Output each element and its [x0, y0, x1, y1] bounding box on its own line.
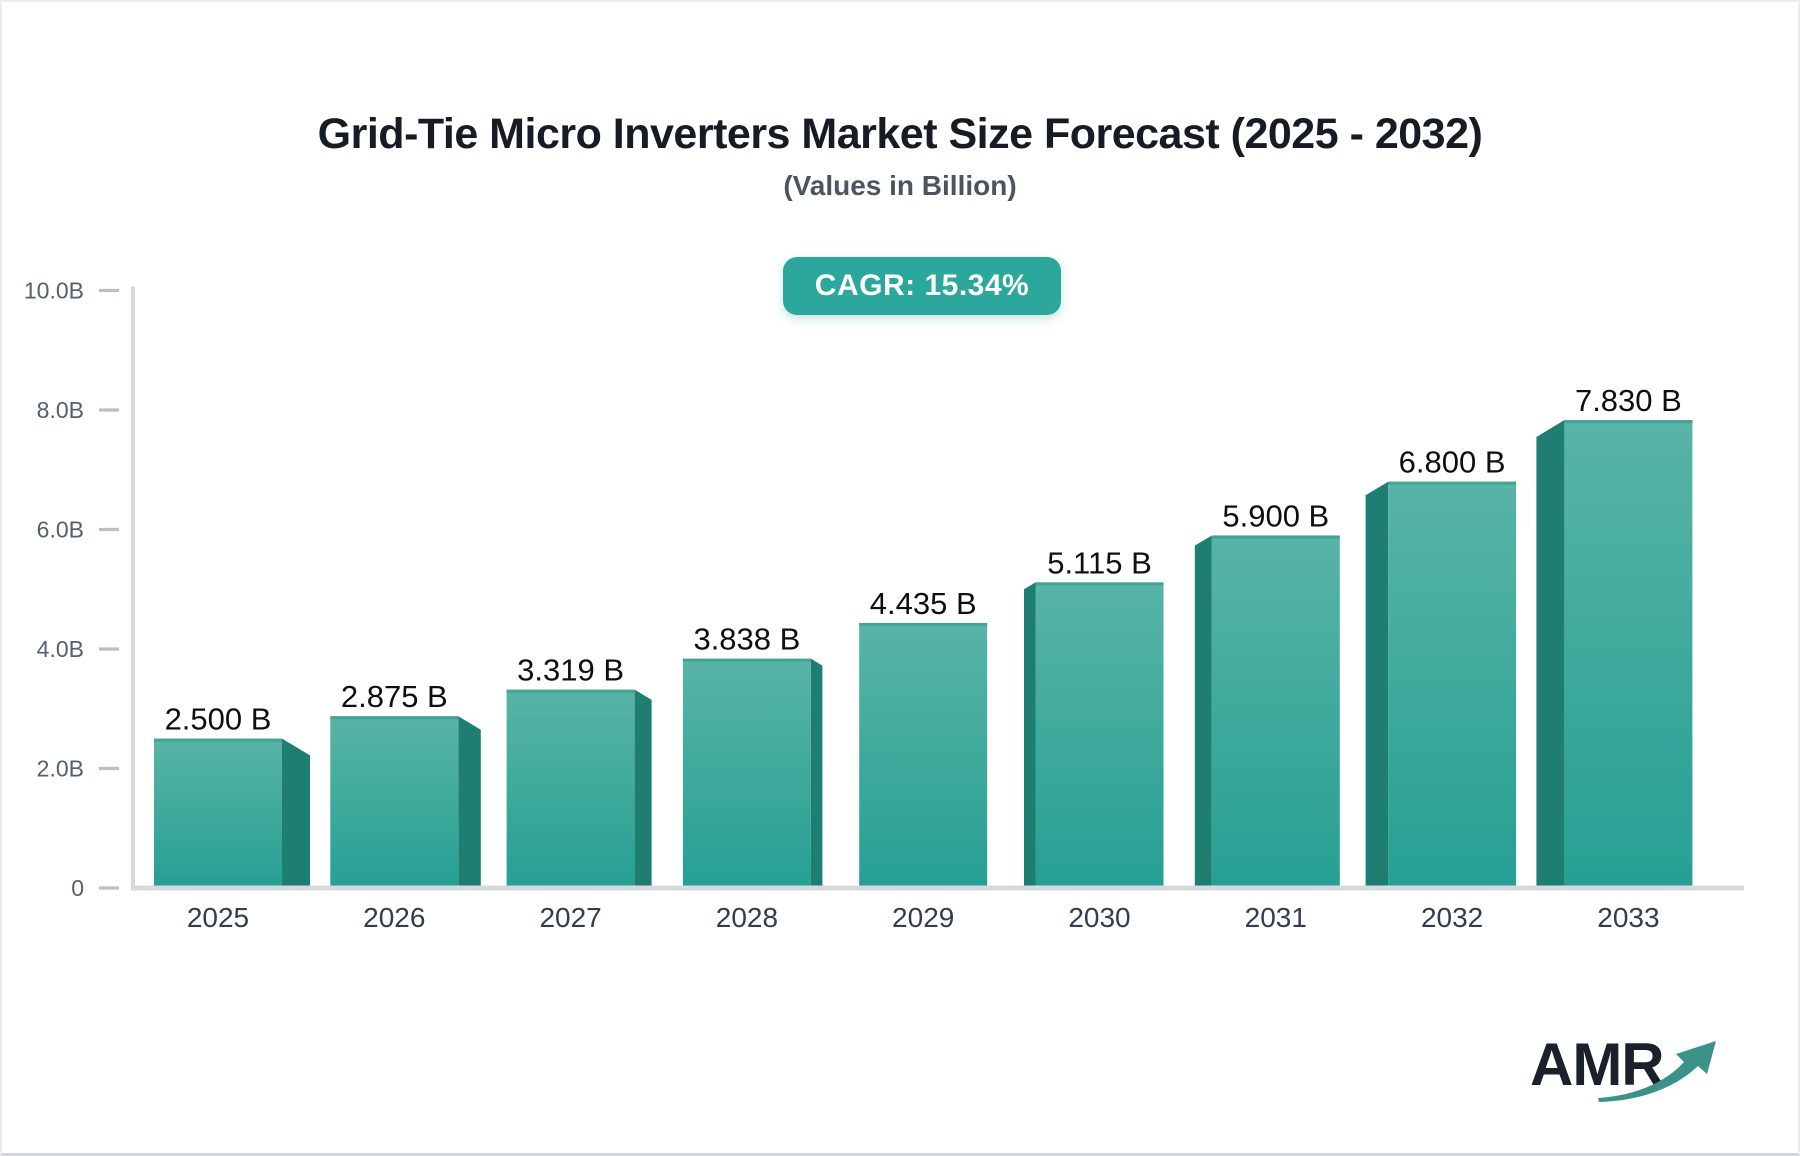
x-category-label-2028: 2028	[716, 902, 778, 933]
bar-side-2027	[634, 689, 652, 886]
bar-face-2033	[1564, 420, 1693, 886]
logo: AMR	[1530, 1030, 1720, 1116]
bar-face-2030	[1035, 582, 1164, 886]
cagr-badge: CAGR: 15.34%	[783, 257, 1061, 315]
chart-title: Grid-Tie Micro Inverters Market Size For…	[317, 110, 1483, 158]
bar-top-edge-2032	[1388, 481, 1517, 485]
bar-value-label-2026: 2.875 B	[341, 679, 448, 714]
x-category-label-2025: 2025	[187, 902, 249, 933]
bar-top-edge-2025	[154, 738, 282, 742]
cagr-badge-label: CAGR: 15.34%	[814, 269, 1030, 302]
x-category-label-2027: 2027	[539, 902, 601, 933]
bar-value-label-2032: 6.800 B	[1399, 445, 1506, 480]
logo-arrow-icon	[1598, 1041, 1716, 1102]
bar-face-2026	[330, 716, 459, 886]
y-tick-label: 6.0B	[37, 517, 84, 543]
bar-face-2031	[1211, 535, 1340, 886]
bar-value-label-2033: 7.830 B	[1575, 383, 1682, 418]
bar-top-edge-2031	[1211, 535, 1340, 539]
bar-face-2025	[154, 738, 282, 886]
y-tick-label: 2.0B	[37, 756, 84, 782]
y-tick-label: 4.0B	[37, 636, 84, 662]
y-tick-label: 10.0B	[24, 278, 84, 304]
y-tick-label: 8.0B	[37, 397, 84, 423]
bar-face-2027	[506, 689, 635, 886]
bar-value-label-2029: 4.435 B	[870, 586, 977, 621]
x-category-label-2029: 2029	[892, 902, 954, 933]
bar-side-2026	[458, 716, 481, 886]
bar-side-2031	[1194, 535, 1212, 886]
bar-top-edge-2029	[859, 623, 988, 627]
bar-top-edge-2027	[506, 689, 635, 693]
bar-side-2030	[1024, 582, 1036, 886]
bar-face-2032	[1388, 481, 1517, 886]
x-category-label-2026: 2026	[363, 902, 425, 933]
bar-top-edge-2026	[330, 716, 459, 720]
bar-face-2029	[859, 623, 988, 886]
bar-value-label-2031: 5.900 B	[1222, 498, 1329, 533]
x-category-label-2033: 2033	[1597, 902, 1659, 933]
y-tick-label: 0	[71, 875, 84, 901]
bar-side-2032	[1365, 481, 1389, 886]
logo-arrow-path	[1598, 1041, 1716, 1102]
bar-top-edge-2030	[1035, 582, 1164, 586]
bar-value-label-2025: 2.500 B	[165, 702, 272, 737]
bar-top-edge-2033	[1564, 420, 1693, 424]
bar-value-label-2028: 3.838 B	[693, 622, 800, 657]
x-category-label-2030: 2030	[1068, 902, 1130, 933]
x-category-label-2031: 2031	[1245, 902, 1307, 933]
bar-value-label-2030: 5.115 B	[1047, 545, 1152, 580]
bar-top-edge-2028	[682, 658, 811, 662]
bar-side-2033	[1536, 420, 1565, 886]
bar-value-label-2027: 3.319 B	[517, 653, 624, 688]
bar-face-2028	[682, 658, 811, 886]
chart-subtitle: (Values in Billion)	[783, 170, 1017, 201]
bar-side-2028	[810, 658, 823, 886]
bar-side-2025	[282, 738, 310, 886]
logo-text: AMR	[1530, 1031, 1665, 1098]
x-category-label-2032: 2032	[1421, 902, 1483, 933]
